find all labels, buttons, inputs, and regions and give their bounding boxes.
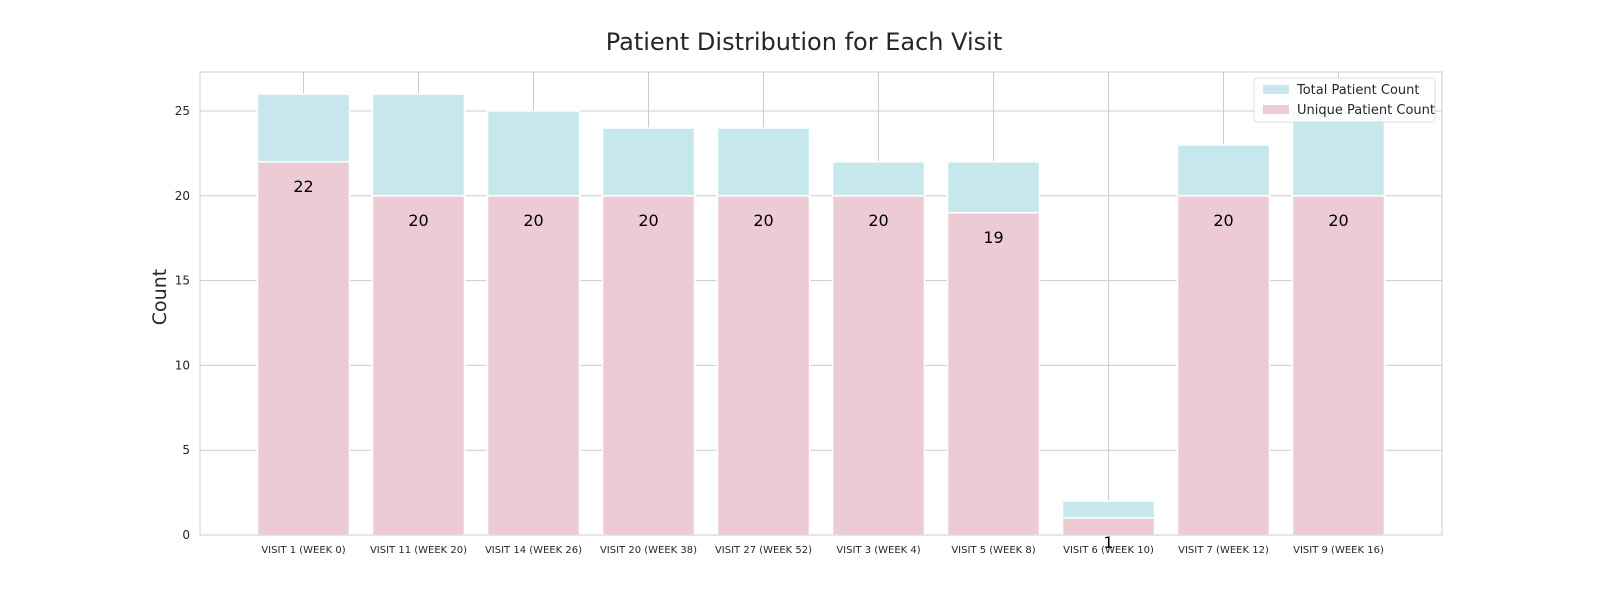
bar-value-label: 20 [638, 211, 658, 230]
legend-label: Unique Patient Count [1297, 103, 1435, 118]
bar-value-label: 19 [983, 228, 1003, 247]
x-tick-label: VISIT 11 (WEEK 20) [370, 545, 467, 556]
unique-count-bar [946, 212, 1041, 536]
x-tick-label: VISIT 5 (WEEK 8) [951, 545, 1035, 556]
unique-count-bar [1291, 195, 1386, 536]
bar-value-label: 20 [1213, 211, 1233, 230]
legend-swatch [1263, 85, 1289, 94]
bar-value-label: 22 [293, 177, 313, 196]
x-tick-label: VISIT 1 (WEEK 0) [261, 545, 345, 556]
x-tick-label: VISIT 27 (WEEK 52) [715, 545, 812, 556]
y-axis-label: Count [149, 269, 171, 325]
x-tick-label: VISIT 6 (WEEK 10) [1063, 545, 1154, 556]
x-tick-label: VISIT 14 (WEEK 26) [485, 545, 582, 556]
bar-value-label: 20 [868, 211, 888, 230]
y-tick-label: 15 [175, 274, 190, 288]
y-tick-label: 10 [175, 358, 190, 372]
unique-count-bar [716, 195, 811, 536]
unique-count-bar [371, 195, 466, 536]
x-tick-label: VISIT 20 (WEEK 38) [600, 545, 697, 556]
y-tick-label: 0 [182, 528, 190, 542]
unique-count-bar [1176, 195, 1271, 536]
legend: Total Patient Count Unique Patient Count [1253, 77, 1436, 123]
legend-label: Total Patient Count [1296, 83, 1420, 98]
unique-count-bar [601, 195, 696, 536]
unique-count-bar [831, 195, 926, 536]
x-tick-label: VISIT 3 (WEEK 4) [836, 545, 920, 556]
x-tick-label: VISIT 7 (WEEK 12) [1178, 545, 1269, 556]
y-tick-label: 25 [175, 104, 190, 118]
x-tick-labels: VISIT 1 (WEEK 0) VISIT 11 (WEEK 20) VISIT … [261, 545, 1384, 556]
x-tick-label: VISIT 9 (WEEK 16) [1293, 545, 1384, 556]
bar-value-label: 20 [523, 211, 543, 230]
bar-value-label: 20 [408, 211, 428, 230]
y-tick-labels: 0 5 10 15 20 25 [175, 104, 190, 542]
legend-box [1253, 77, 1436, 123]
bar-value-label: 20 [753, 211, 773, 230]
data-labels: 22 20 20 20 20 20 19 1 20 20 [293, 177, 1348, 552]
bar-value-label: 1 [1103, 533, 1113, 552]
unique-count-bar [486, 195, 581, 536]
y-tick-label: 5 [182, 443, 190, 457]
unique-count-bar [256, 161, 351, 536]
legend-swatch [1263, 105, 1289, 114]
chart-title: Patient Distribution for Each Visit [606, 28, 1003, 56]
plot-frame [199, 71, 1443, 536]
y-tick-label: 20 [175, 189, 190, 203]
bar-value-label: 20 [1328, 211, 1348, 230]
bars [256, 93, 1386, 536]
